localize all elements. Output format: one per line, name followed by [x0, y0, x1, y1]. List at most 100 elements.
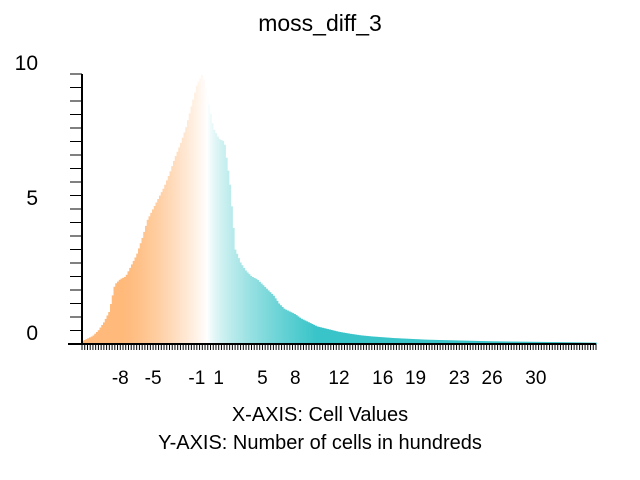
histogram-bar [365, 335, 368, 344]
histogram-bar [360, 335, 363, 344]
histogram-bar [262, 285, 265, 344]
x-tick-label: 5 [257, 368, 268, 389]
histogram-bar [197, 81, 200, 344]
histogram-bar [167, 176, 170, 344]
histogram-bar [220, 139, 223, 344]
histogram-bar [284, 309, 288, 344]
histogram-bar [82, 340, 85, 344]
histogram-bar [346, 333, 349, 344]
x-tick-label: 23 [449, 368, 470, 389]
histogram-bar [169, 171, 172, 344]
x-tick-label: 19 [405, 368, 426, 389]
histogram-bar [382, 337, 386, 344]
histogram-bar [435, 339, 438, 344]
histogram-bar [384, 337, 387, 344]
histogram-bar [155, 202, 158, 344]
histogram-bar [479, 341, 482, 344]
histogram-bar [195, 85, 198, 344]
histogram-bar [326, 329, 330, 344]
histogram-bar [538, 341, 541, 344]
histogram-bar [526, 341, 529, 344]
histogram-bar [111, 295, 114, 344]
histogram-bar [486, 341, 489, 344]
chart-title: moss_diff_3 [258, 10, 382, 36]
histogram-bar [316, 326, 319, 344]
histogram-bar [157, 199, 160, 344]
histogram-bar [304, 320, 307, 344]
histogram-bar [89, 337, 92, 344]
histogram-bar [477, 340, 480, 344]
histogram-bar [403, 338, 407, 344]
histogram-bar [94, 333, 97, 344]
histogram-bar [297, 316, 300, 344]
histogram-bar [103, 322, 106, 344]
histogram-bar [193, 92, 197, 344]
histogram-bar [482, 341, 485, 344]
y-axis-ticks [70, 73, 82, 345]
x-axis-ticks [81, 344, 597, 350]
histogram-bar [515, 341, 519, 344]
histogram-bar [438, 340, 442, 344]
histogram-bar [290, 312, 293, 344]
histogram-bar [354, 334, 358, 344]
histogram-bar [221, 140, 225, 344]
histogram-bar [519, 341, 522, 344]
histogram-bar [137, 248, 141, 344]
histogram-bar [480, 341, 484, 344]
histogram-bar [412, 339, 415, 344]
histogram-bar [340, 332, 344, 344]
y-axis-tick-labels: 10 5 0 [15, 52, 38, 345]
histogram-bar [393, 338, 396, 344]
histogram-bar [349, 333, 352, 344]
x-tick-label: 8 [290, 368, 301, 389]
x-axis-label: X-AXIS: Cell Values [231, 404, 409, 426]
histogram-bar [227, 170, 230, 344]
histogram-bar [389, 337, 393, 344]
x-tick-label: -5 [145, 368, 162, 389]
histogram-bar [356, 334, 359, 344]
histogram-bar [129, 267, 132, 344]
histogram-bar [547, 341, 550, 344]
histogram-bar [281, 306, 284, 344]
histogram-bar [249, 275, 253, 344]
histogram-bar [505, 341, 508, 344]
histogram-bar [246, 272, 249, 344]
histogram-bar [447, 340, 450, 344]
histogram-bar [120, 278, 123, 344]
histogram-bar [232, 227, 235, 344]
histogram-bar [543, 341, 547, 344]
histogram-bar [202, 79, 205, 344]
histogram-bar [337, 331, 340, 344]
histogram-bar [344, 332, 347, 344]
histogram-bar [417, 339, 421, 344]
histogram-bar [225, 157, 228, 344]
histogram-bar [367, 336, 370, 344]
histogram-bar [207, 104, 211, 345]
histogram-bar [117, 281, 120, 344]
histogram-bar [213, 129, 216, 344]
x-tick-label: -8 [112, 368, 129, 389]
histogram-bar [410, 338, 414, 344]
histogram-bars [82, 74, 597, 345]
histogram-bar [545, 341, 548, 344]
histogram-bar [97, 330, 100, 344]
histogram-bar [248, 274, 251, 344]
histogram-bar [172, 160, 176, 344]
histogram-bar [517, 341, 520, 344]
histogram-bar [452, 340, 456, 344]
histogram-bar [267, 290, 270, 344]
histogram-bar [466, 340, 470, 344]
histogram-bar [372, 336, 375, 344]
histogram-bar [351, 334, 354, 344]
histogram-bar [176, 151, 179, 344]
histogram-bar [445, 340, 449, 344]
histogram-bar [144, 225, 148, 344]
histogram-bar [416, 339, 419, 344]
histogram-bar [510, 341, 513, 344]
histogram-bar [335, 331, 338, 344]
histogram-bar [134, 257, 137, 344]
histogram-bar [178, 147, 181, 344]
histogram-bar [179, 142, 183, 344]
x-tick-label: 26 [482, 368, 503, 389]
histogram-bar [293, 313, 296, 344]
